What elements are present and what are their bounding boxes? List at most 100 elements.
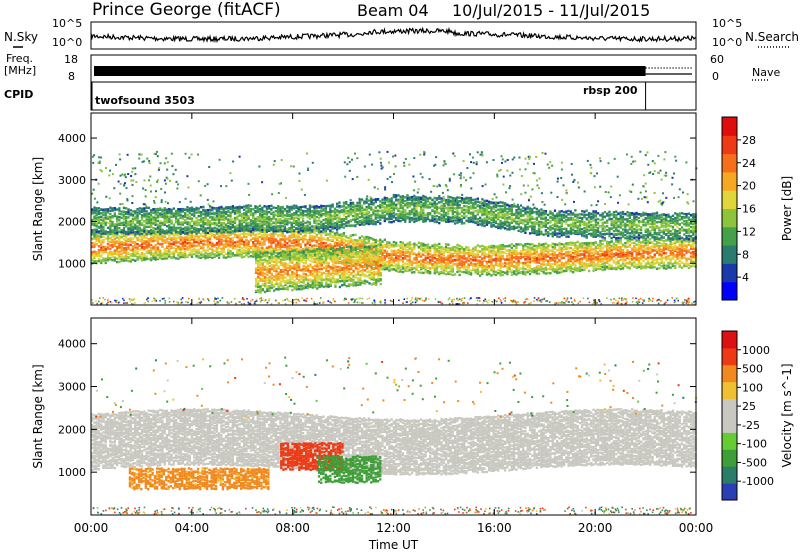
power-cell-1 (97, 230, 101, 233)
power-cell-0 (188, 253, 191, 256)
power-cell-0 (537, 272, 541, 275)
power-cell-0 (494, 257, 498, 260)
power-cell-0 (576, 244, 579, 248)
power-cell-1 (159, 222, 162, 225)
power-cell-1 (345, 217, 348, 221)
power-cell-0 (440, 248, 443, 251)
power-cell-0 (517, 257, 520, 260)
power-cell-0 (669, 240, 672, 243)
power-cell-1 (109, 229, 112, 232)
power-cell-1 (240, 206, 243, 209)
power-cell-0 (243, 232, 246, 235)
power-cell-0 (274, 238, 278, 241)
power-cell-0 (143, 247, 146, 250)
power-cell-0 (671, 262, 675, 266)
power-cell-0 (456, 249, 459, 252)
power-cell-0 (689, 251, 693, 254)
power-cell-0 (610, 246, 613, 249)
power-cell-1 (215, 209, 219, 212)
power-cell-0 (245, 232, 248, 236)
power-cell-1 (249, 227, 253, 231)
power-cell-1 (145, 213, 148, 216)
power-cell-1 (256, 209, 259, 212)
power-cell-0 (660, 248, 663, 251)
power-cell-0 (522, 256, 525, 259)
power-cell-0 (490, 268, 493, 272)
power-cell-0 (581, 246, 584, 249)
power-cell-1 (254, 212, 257, 215)
power-cell-1 (116, 220, 119, 223)
power-cell-0 (601, 243, 604, 246)
power-cell-1 (150, 223, 153, 226)
power-cell-1 (170, 219, 173, 222)
power-cell-1 (317, 219, 321, 222)
power-cell-0 (106, 232, 110, 236)
power-cell-0 (651, 248, 654, 252)
power-cell-0 (492, 273, 495, 276)
power-cell-0 (449, 247, 452, 250)
power-cell-1 (134, 212, 137, 215)
power-cell-1 (313, 209, 316, 212)
power-cell-0 (680, 266, 684, 269)
power-cell-0 (451, 255, 454, 258)
power-cell-0 (347, 261, 350, 264)
power-cell-0 (347, 249, 350, 252)
power-cell-0 (143, 234, 146, 238)
power-cell-0 (558, 248, 561, 251)
power-cell-0 (258, 235, 262, 239)
power-cell-0 (433, 243, 436, 246)
power-cell-0 (263, 236, 266, 239)
power-cell-0 (222, 235, 225, 239)
power-cell-0 (238, 233, 241, 237)
power-cell-0 (195, 248, 198, 252)
power-cell-1 (163, 221, 166, 225)
power-cell-1 (281, 207, 284, 210)
power-cell-0 (261, 244, 264, 247)
power-cell-1 (202, 210, 205, 213)
power-cell-0 (163, 257, 166, 260)
power-cell-0 (494, 270, 498, 274)
power-cell-0 (535, 260, 538, 264)
power-cell-0 (399, 241, 402, 244)
power-cell-1 (299, 226, 302, 229)
power-cell-0 (447, 256, 450, 259)
power-cell-0 (420, 255, 423, 258)
power-cell-0 (583, 246, 586, 249)
power-cell-0 (165, 255, 169, 258)
power-cell-0 (322, 237, 325, 240)
power-cell-0 (209, 247, 212, 250)
power-cell-1 (233, 211, 237, 214)
power-cell-1 (174, 215, 178, 218)
power-cell-0 (415, 257, 418, 261)
power-cell-0 (161, 237, 164, 240)
power-cell-1 (363, 211, 366, 215)
power-cell-0 (329, 239, 332, 242)
power-cell-0 (644, 241, 647, 244)
power-cell-0 (297, 232, 300, 236)
power-cell-0 (370, 247, 373, 250)
power-cell-0 (631, 249, 634, 252)
power-cell-0 (519, 250, 523, 253)
power-cell-0 (392, 261, 395, 264)
power-cell-0 (549, 272, 552, 275)
power-cell-0 (508, 264, 511, 267)
power-cell-0 (356, 242, 359, 245)
power-cell-0 (320, 241, 323, 245)
power-cell-1 (261, 208, 264, 211)
power-cell-0 (408, 252, 411, 255)
power-cell-0 (646, 250, 650, 254)
power-cell-1 (154, 227, 157, 231)
power-cell-0 (481, 248, 484, 251)
power-cell-1 (247, 227, 250, 230)
power-cell-1 (236, 209, 239, 212)
power-cell-1 (245, 215, 248, 219)
power-cell-0 (206, 252, 209, 256)
power-cell-0 (247, 242, 250, 246)
power-cell-0 (619, 252, 622, 255)
power-cell-1 (283, 229, 287, 233)
power-cell-0 (674, 266, 677, 269)
power-cell-1 (122, 206, 126, 210)
power-cell-1 (179, 216, 182, 219)
power-cell-1 (138, 228, 141, 232)
power-cell-1 (106, 226, 110, 230)
